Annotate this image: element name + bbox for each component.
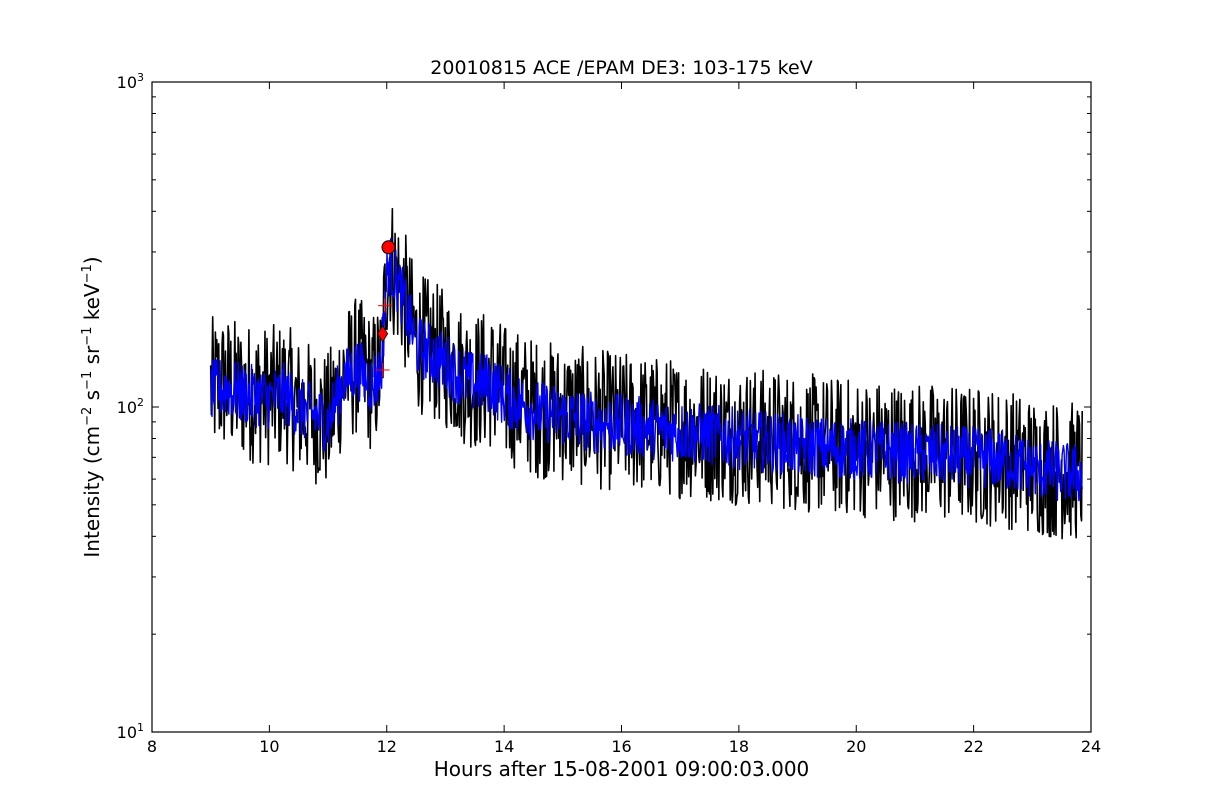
x-tick-label: 10	[259, 737, 279, 756]
plus-marker-4	[375, 362, 390, 377]
y-label-mid2: sr	[80, 345, 104, 371]
y-tick-label: 101	[117, 721, 144, 742]
series-line-1	[209, 207, 1083, 540]
plus-marker-3	[377, 298, 392, 313]
plot-area	[151, 81, 1092, 733]
marker-layer	[375, 240, 396, 377]
x-tick-label: 24	[1081, 737, 1101, 756]
series-layer	[209, 207, 1083, 540]
y-tick-label: 102	[117, 396, 144, 417]
y-label-exp3: −1	[80, 327, 95, 346]
x-tick-label: 8	[147, 737, 157, 756]
peak-marker-circle	[381, 240, 396, 255]
x-tick-label: 14	[494, 737, 514, 756]
y-label-exp1: −2	[80, 407, 95, 426]
chart-title: 20010815 ACE /EPAM DE3: 103-175 keV	[430, 57, 812, 79]
onset-marker-diamond	[377, 325, 389, 343]
y-label-exp4: −1	[80, 264, 95, 283]
x-tick-label: 16	[611, 737, 631, 756]
x-tick-label: 18	[729, 737, 749, 756]
x-tick-label: 22	[963, 737, 983, 756]
y-label-exp2: −1	[80, 371, 95, 390]
y-label-mid3: keV	[80, 283, 104, 327]
x-tick-label: 20	[846, 737, 866, 756]
x-axis-label: Hours after 15-08-2001 09:00:03.000	[434, 757, 810, 781]
series-line-2	[209, 237, 1083, 502]
y-axis-label: Intensity (cm−2 s−1 sr−1 keV−1)	[80, 256, 104, 557]
x-tick-label: 12	[377, 737, 397, 756]
y-tick-label: 103	[117, 71, 144, 92]
y-label-end: )	[80, 256, 104, 264]
y-label-base: Intensity (cm	[80, 426, 104, 558]
y-label-mid1: s	[80, 390, 104, 407]
ticks-layer: 8 10 12 14 16 18 20 22 24 101 102 103	[117, 71, 1102, 756]
